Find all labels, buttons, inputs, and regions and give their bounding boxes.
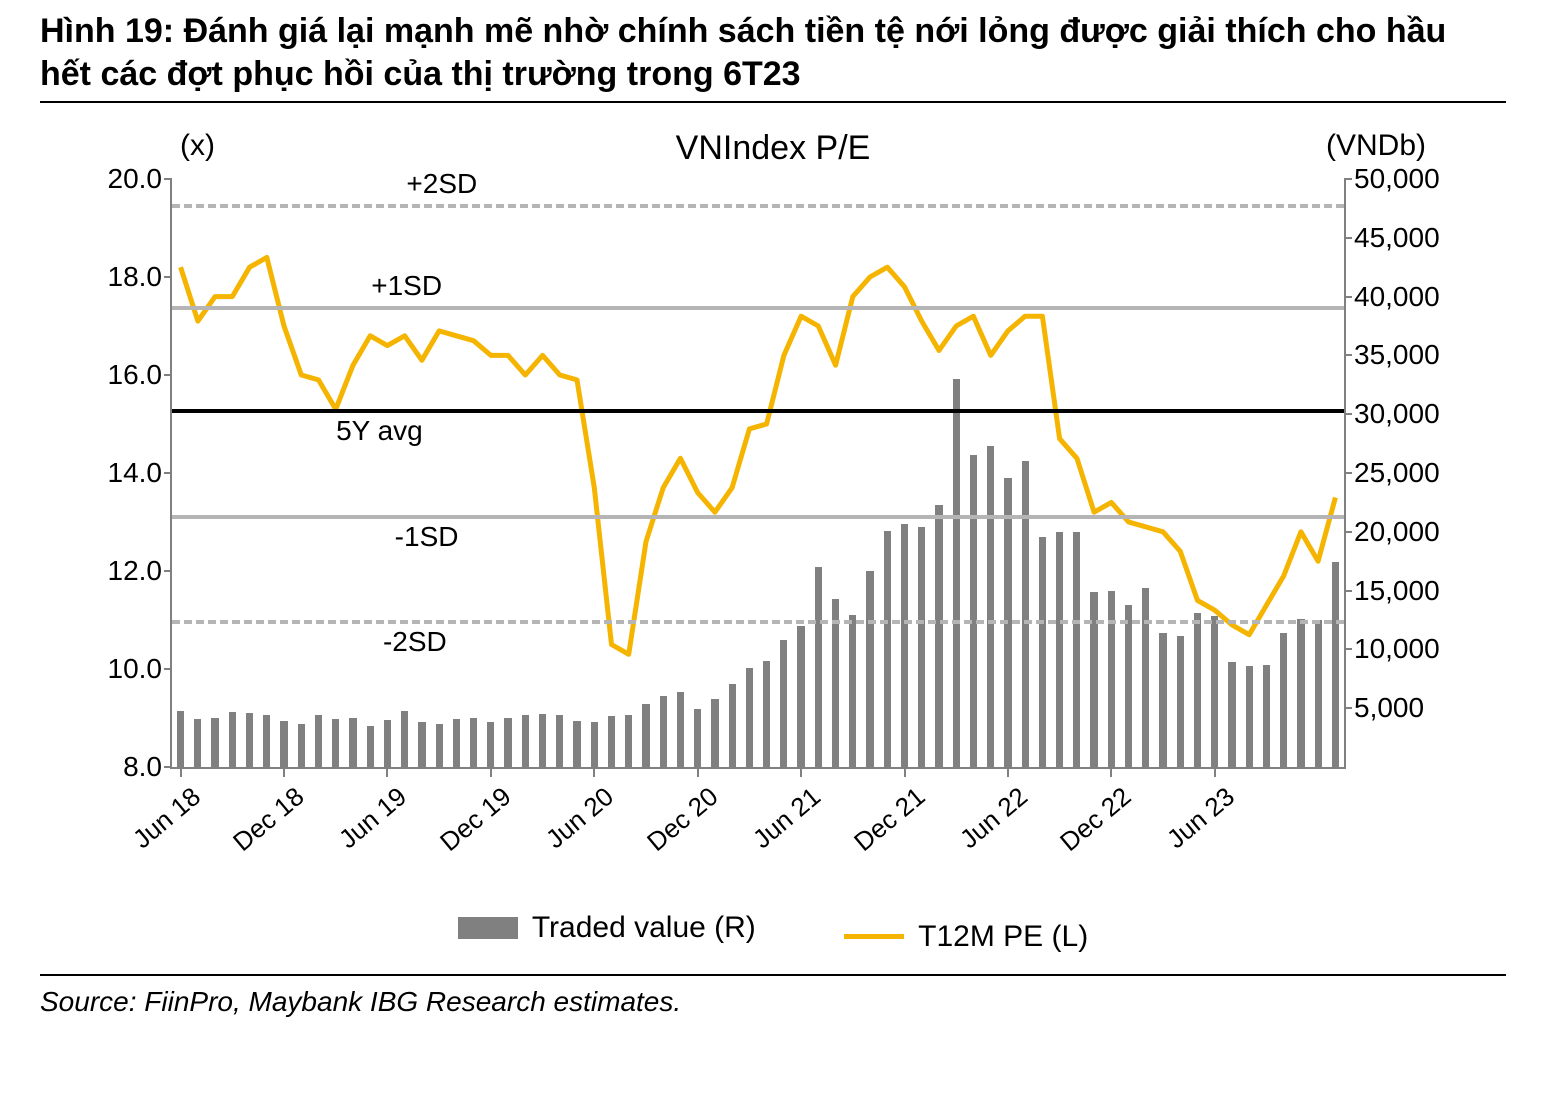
bar-swatch	[458, 917, 518, 939]
source-text: Source: FiinPro, Maybank IBG Research es…	[40, 986, 1506, 1018]
y-right-label: 20,000	[1344, 516, 1440, 548]
line-swatch	[844, 934, 904, 939]
x-axis-label: Jun 19	[333, 781, 413, 855]
y-right-label: 50,000	[1344, 163, 1440, 195]
y-right-label: 40,000	[1344, 281, 1440, 313]
x-axis-label: Jun 21	[747, 781, 827, 855]
chart-plot-title: VNIndex P/E	[676, 129, 871, 168]
x-axis-label: Dec 19	[434, 781, 517, 858]
line-layer	[172, 179, 1344, 767]
chart: (x) VNIndex P/E (VNDb) 8.010.012.014.016…	[40, 109, 1506, 889]
y-left-label: 14.0	[108, 457, 173, 489]
y-left-label: 20.0	[108, 163, 173, 195]
y-left-label: 12.0	[108, 555, 173, 587]
legend-bar-label: Traded value (R)	[532, 911, 756, 945]
figure-title: Hình 19: Đánh giá lại mạnh mẽ nhờ chính …	[40, 10, 1506, 103]
ref-line-label: +1SD	[371, 270, 442, 302]
x-axis-label: Jun 18	[127, 781, 207, 855]
ref-line	[172, 409, 1344, 413]
y-right-label: 25,000	[1344, 457, 1440, 489]
y-right-label: 10,000	[1344, 633, 1440, 665]
y-left-label: 10.0	[108, 653, 173, 685]
ref-line-label: 5Y avg	[336, 415, 423, 447]
y-left-label: 8.0	[123, 751, 172, 783]
ref-line	[172, 620, 1344, 624]
right-axis-unit: (VNDb)	[1326, 129, 1426, 163]
y-right-label: 5,000	[1344, 692, 1424, 724]
x-axis-label: Jun 20	[540, 781, 620, 855]
y-left-label: 16.0	[108, 359, 173, 391]
legend-line-label: T12M PE (L)	[918, 920, 1088, 954]
plot-area: 8.010.012.014.016.018.020.05,00010,00015…	[170, 179, 1346, 769]
y-right-label: 35,000	[1344, 339, 1440, 371]
x-axis-label: Dec 22	[1054, 781, 1137, 858]
x-axis-label: Dec 21	[848, 781, 931, 858]
ref-line-label: -1SD	[395, 521, 459, 553]
legend: Traded value (R) T12M PE (L)	[40, 911, 1506, 976]
ref-line	[172, 306, 1344, 310]
x-axis-label: Dec 18	[227, 781, 310, 858]
legend-line: T12M PE (L)	[844, 920, 1088, 954]
left-axis-unit: (x)	[180, 129, 215, 163]
ref-line-label: +2SD	[406, 168, 477, 200]
y-right-label: 30,000	[1344, 398, 1440, 430]
x-axis-label: Jun 22	[954, 781, 1034, 855]
ref-line-label: -2SD	[383, 626, 447, 658]
y-right-label: 15,000	[1344, 575, 1440, 607]
x-axis-label: Jun 23	[1161, 781, 1241, 855]
pe-line	[181, 257, 1336, 654]
legend-bar: Traded value (R)	[458, 911, 756, 945]
y-left-label: 18.0	[108, 261, 173, 293]
ref-line	[172, 204, 1344, 208]
y-right-label: 45,000	[1344, 222, 1440, 254]
ref-line	[172, 515, 1344, 519]
x-axis-label: Dec 20	[641, 781, 724, 858]
